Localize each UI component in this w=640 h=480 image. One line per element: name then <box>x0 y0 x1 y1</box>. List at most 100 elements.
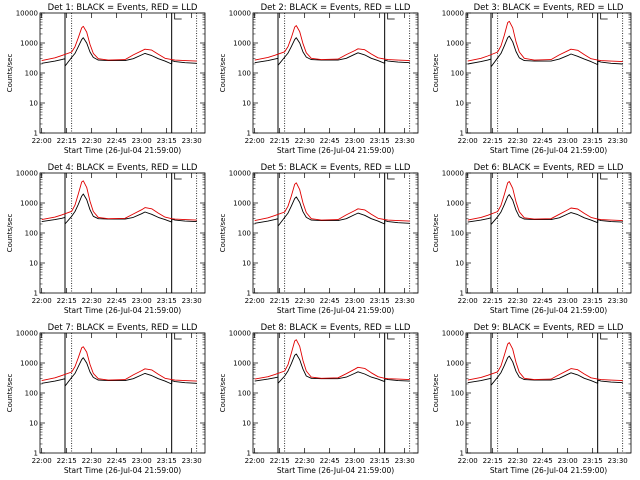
y-tick-label: 10000 <box>16 330 38 338</box>
y-tick-label: 1 <box>247 130 251 138</box>
x-tick-label: 23:15 <box>157 457 177 465</box>
x-tick-label: 22:30 <box>82 297 102 305</box>
y-tick-label: 1 <box>34 450 38 458</box>
y-tick-label: 100 <box>238 70 251 78</box>
y-tick-label: 100 <box>451 70 464 78</box>
panel-det-7: Det 7: BLACK = Events, RED = LLD Counts/s… <box>6 323 206 475</box>
x-tick-label: 22:15 <box>270 297 290 305</box>
series-line-events <box>467 35 623 68</box>
x-tick-label: 23:00 <box>558 297 578 305</box>
x-tick-label: 23:00 <box>345 297 365 305</box>
bracket-mark <box>600 173 608 180</box>
x-axis-label: Start Time (26-Jul-04 21:59:00) <box>64 146 181 155</box>
y-tick-label: 100 <box>25 230 38 238</box>
y-tick-label: 1000 <box>20 40 38 48</box>
bracket-mark <box>387 333 395 340</box>
y-tick-label: 100 <box>25 390 38 398</box>
y-tick-label: 1 <box>34 290 38 298</box>
y-tick-label: 1000 <box>20 360 38 368</box>
series-line-lld <box>41 180 197 221</box>
series-line-lld <box>467 20 623 63</box>
y-axis-label: Counts/sec <box>6 214 14 253</box>
y-tick-label: 100 <box>451 390 464 398</box>
x-axis-label: Start Time (26-Jul-04 21:59:00) <box>277 466 394 475</box>
panel-title: Det 7: BLACK = Events, RED = LLD <box>48 323 198 333</box>
series-line-lld <box>467 181 623 222</box>
x-tick-label: 22:15 <box>57 457 77 465</box>
x-tick-label: 23:15 <box>370 457 390 465</box>
series-line-events <box>41 193 197 225</box>
x-tick-label: 23:15 <box>370 297 390 305</box>
x-tick-label: 22:15 <box>57 297 77 305</box>
bracket-mark <box>387 173 395 180</box>
x-tick-label: 23:30 <box>182 137 202 145</box>
x-tick-label: 22:15 <box>57 137 77 145</box>
x-tick-label: 22:45 <box>320 137 340 145</box>
y-tick-label: 1 <box>460 130 464 138</box>
y-axis-label: Counts/sec <box>432 214 440 253</box>
y-axis-label: Counts/sec <box>432 374 440 413</box>
y-tick-label: 10000 <box>16 170 38 178</box>
series-line-lld <box>254 25 410 62</box>
series-line-lld <box>254 182 410 222</box>
x-tick-label: 22:00 <box>32 457 52 465</box>
panel-det-3: Det 3: BLACK = Events, RED = LLD Counts/s… <box>432 3 632 155</box>
x-tick-label: 22:30 <box>82 457 102 465</box>
y-tick-label: 1000 <box>446 360 464 368</box>
panel-title: Det 8: BLACK = Events, RED = LLD <box>261 323 411 333</box>
series-line-events <box>467 355 623 386</box>
x-tick-label: 23:30 <box>182 457 202 465</box>
y-tick-label: 10000 <box>229 170 251 178</box>
y-tick-label: 1 <box>460 450 464 458</box>
x-tick-label: 23:15 <box>157 297 177 305</box>
x-tick-label: 22:45 <box>533 137 553 145</box>
x-tick-label: 23:30 <box>395 457 415 465</box>
y-tick-label: 100 <box>25 70 38 78</box>
x-tick-label: 23:30 <box>182 297 202 305</box>
x-tick-label: 22:45 <box>533 297 553 305</box>
x-tick-label: 22:30 <box>295 137 315 145</box>
bracket-mark <box>174 333 182 340</box>
y-axis-label: Counts/sec <box>6 374 14 413</box>
x-tick-label: 22:00 <box>458 457 478 465</box>
x-tick-label: 23:15 <box>583 297 603 305</box>
panel-title: Det 6: BLACK = Events, RED = LLD <box>474 163 624 173</box>
series-line-lld <box>254 339 410 381</box>
x-tick-label: 23:30 <box>395 297 415 305</box>
series-line-lld <box>467 342 623 382</box>
x-tick-label: 22:45 <box>107 457 127 465</box>
y-tick-label: 1000 <box>233 360 251 368</box>
x-tick-label: 22:00 <box>32 297 52 305</box>
y-tick-label: 100 <box>238 390 251 398</box>
y-tick-label: 10 <box>29 100 38 108</box>
panel-title: Det 2: BLACK = Events, RED = LLD <box>261 3 411 13</box>
x-tick-label: 23:30 <box>395 137 415 145</box>
bracket-mark <box>387 13 395 20</box>
bracket-mark <box>600 13 608 20</box>
x-axis-label: Start Time (26-Jul-04 21:59:00) <box>490 306 607 315</box>
y-tick-label: 1000 <box>446 40 464 48</box>
x-tick-label: 22:15 <box>483 457 503 465</box>
panel-title: Det 5: BLACK = Events, RED = LLD <box>261 163 411 173</box>
y-tick-label: 100 <box>238 230 251 238</box>
x-tick-label: 22:30 <box>295 297 315 305</box>
x-tick-label: 23:00 <box>558 457 578 465</box>
x-tick-label: 23:00 <box>132 457 152 465</box>
x-axis-label: Start Time (26-Jul-04 21:59:00) <box>277 306 394 315</box>
x-tick-label: 22:15 <box>483 297 503 305</box>
x-axis-label: Start Time (26-Jul-04 21:59:00) <box>490 466 607 475</box>
y-axis-label: Counts/sec <box>219 374 227 413</box>
x-tick-label: 22:00 <box>32 137 52 145</box>
y-tick-label: 10000 <box>16 10 38 18</box>
bracket-mark <box>174 13 182 20</box>
series-line-events <box>41 37 197 67</box>
y-tick-label: 10000 <box>442 10 464 18</box>
x-tick-label: 23:15 <box>583 137 603 145</box>
x-tick-label: 23:00 <box>558 137 578 145</box>
x-tick-label: 23:30 <box>608 457 628 465</box>
series-line-events <box>467 194 623 226</box>
x-tick-label: 22:15 <box>483 137 503 145</box>
x-tick-label: 22:15 <box>270 137 290 145</box>
y-tick-label: 1 <box>34 130 38 138</box>
